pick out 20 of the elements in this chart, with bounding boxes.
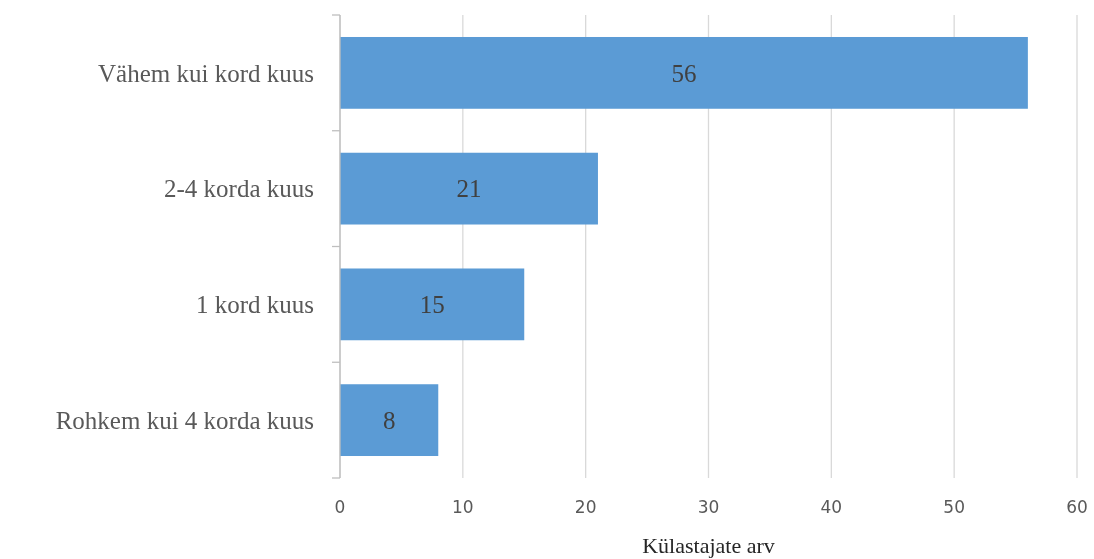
y-tick-label: 1 kord kuus <box>195 291 314 319</box>
x-tick-label: 50 <box>943 497 965 517</box>
y-tick-label: 2-4 korda kuus <box>164 175 314 203</box>
x-tick-label: 10 <box>452 497 474 517</box>
data-label: 8 <box>382 406 396 434</box>
y-tick-label: Rohkem kui 4 korda kuus <box>55 406 314 434</box>
x-axis-title: Külastajate arv <box>642 533 775 558</box>
data-label: 15 <box>419 291 445 319</box>
data-label: 56 <box>671 59 697 87</box>
bar <box>340 268 525 341</box>
bar <box>340 152 598 225</box>
bar <box>340 36 1028 109</box>
x-tick-label: 0 <box>334 497 346 517</box>
data-label: 21 <box>456 175 482 203</box>
y-tick-label: Vähem kui kord kuus <box>98 59 314 87</box>
x-tick-label: 20 <box>574 497 597 517</box>
x-tick-label: 40 <box>820 497 843 517</box>
x-tick-label: 60 <box>1066 497 1088 517</box>
bar <box>340 384 439 457</box>
x-tick-label: 30 <box>697 497 720 517</box>
